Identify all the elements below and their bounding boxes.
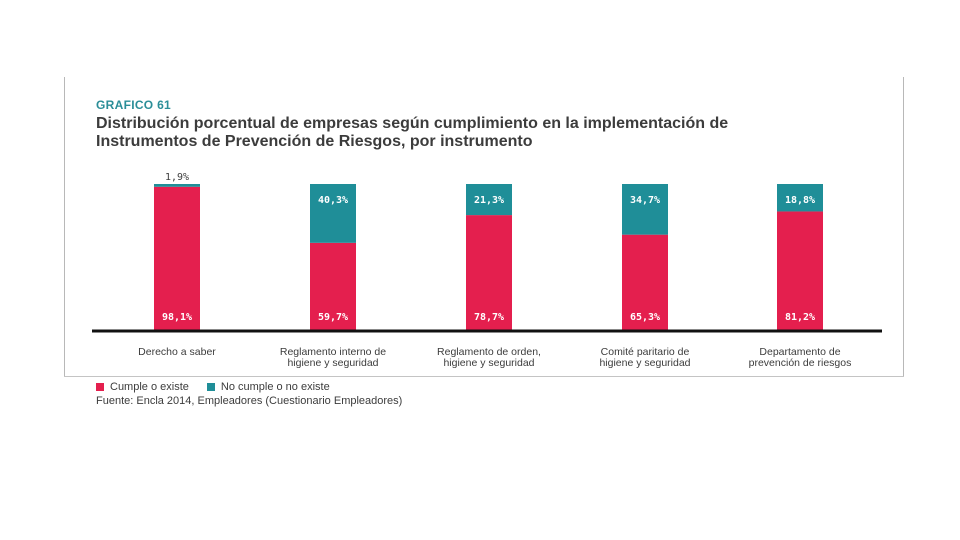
category-label-3-1: higiene y seguridad [599,357,690,369]
category-label-0-0: Derecho a saber [138,346,216,358]
data-label-cumple-0: 98,1% [162,312,192,323]
data-label-no-cumple-2: 21,3% [474,195,504,206]
legend-item-no-cumple: No cumple o no existe [206,381,330,393]
bar-cumple-2 [466,215,512,330]
category-label-2-1: higiene y seguridad [443,357,534,369]
bar-no-cumple-1 [310,184,356,243]
bar-no-cumple-4 [777,184,823,212]
legend-label-no-cumple: No cumple o no existe [220,381,330,393]
chart-number: GRAFICO 61 [96,98,172,112]
data-label-cumple-3: 65,3% [630,312,660,323]
category-label-4-0: Departamento de [759,346,840,358]
data-label-no-cumple-0: 1,9% [165,172,189,183]
bar-cumple-3 [622,234,668,330]
frame-bottom-border [64,376,904,377]
data-label-cumple-2: 78,7% [474,312,504,323]
category-label-1-1: higiene y seguridad [287,357,378,369]
category-label-4-1: prevención de riesgos [749,357,852,369]
bar-no-cumple-3 [622,184,668,235]
data-label-no-cumple-4: 18,8% [785,195,815,206]
category-label-2-0: Reglamento de orden, [437,346,541,358]
frame-right-border [903,77,904,377]
chart-title: Distribución porcentual de empresas segú… [96,115,816,151]
bar-cumple-1 [310,242,356,330]
data-label-cumple-1: 59,7% [318,312,348,323]
category-label-3-0: Comité paritario de [601,346,690,358]
data-label-no-cumple-3: 34,7% [630,195,660,206]
source-note: Fuente: Encla 2014, Empleadores (Cuestio… [96,395,403,407]
chart-title-line-1: Distribución porcentual de empresas segú… [96,115,729,132]
legend-swatch-no-cumple [206,383,215,391]
data-label-no-cumple-1: 40,3% [318,195,348,206]
bar-no-cumple-2 [466,184,512,216]
bar-cumple-0 [154,186,200,330]
category-label-1-0: Reglamento interno de [280,346,386,358]
legend-label-cumple: Cumple o existe [110,381,189,393]
data-label-cumple-4: 81,2% [785,312,815,323]
legend-item-cumple: Cumple o existe [96,381,189,393]
legend-swatch-cumple [96,383,104,391]
bar-cumple-4 [777,211,823,330]
chart-title-line-2: Instrumentos de Prevención de Riesgos, p… [96,133,533,150]
bar-no-cumple-0 [154,184,200,187]
frame-left-border [64,77,65,377]
legend: Cumple o existe No cumple o no existe [96,381,330,393]
